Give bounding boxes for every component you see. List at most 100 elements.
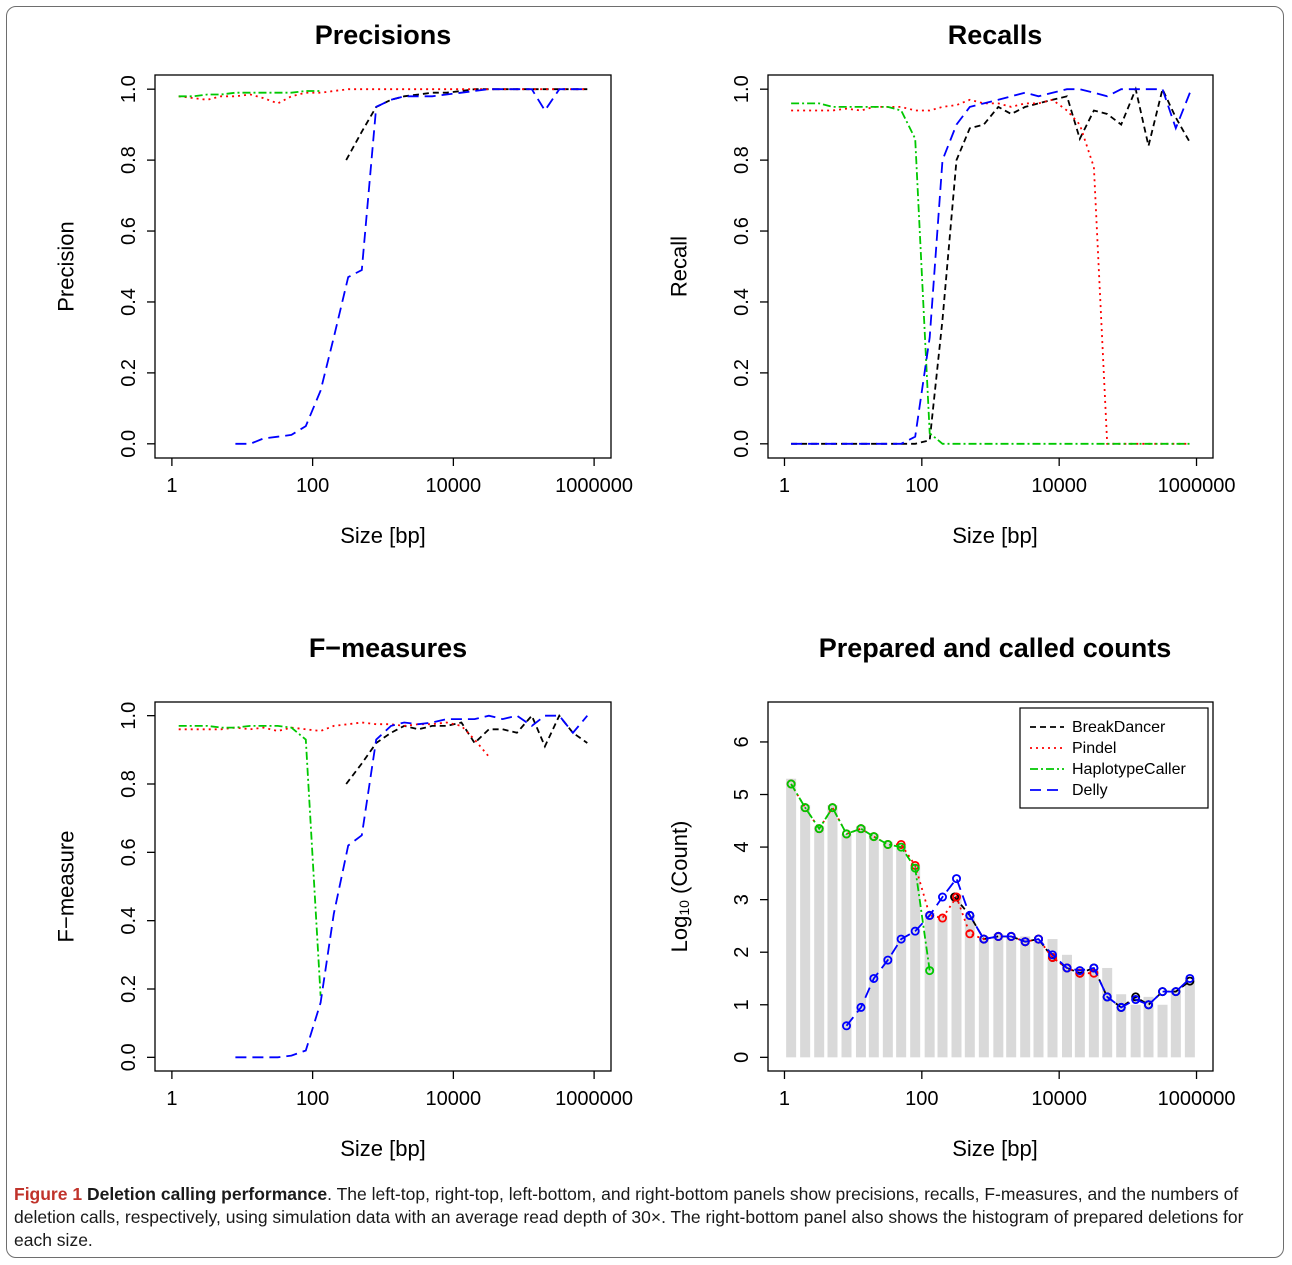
x-axis: 1 100 10000 1000000 bbox=[166, 458, 633, 497]
y-tick-label: 0.4 bbox=[118, 907, 140, 935]
series-point-delly bbox=[1062, 963, 1072, 973]
y-tick-label: 0.2 bbox=[118, 359, 140, 387]
caption-text: . The left-top, right-top, left-bottom, … bbox=[14, 1184, 1244, 1250]
series-point-haplotypecaller bbox=[814, 824, 824, 834]
y-axis-label: F−measure bbox=[54, 831, 79, 943]
series-line-pindel bbox=[178, 721, 490, 758]
y-tick-label: 3 bbox=[731, 894, 753, 905]
y-axis: 0.0 0.2 0.4 0.6 0.8 1.0 bbox=[118, 75, 155, 458]
x-tick-label: 10000 bbox=[426, 475, 482, 497]
series-point-pindel bbox=[952, 892, 962, 902]
series-point-delly bbox=[1158, 987, 1168, 997]
series-point-delly bbox=[841, 1021, 851, 1031]
x-tick-label: 1 bbox=[166, 1088, 177, 1110]
y-tick-label: 1 bbox=[731, 999, 753, 1010]
series-point-pindel bbox=[937, 913, 947, 923]
series-point-delly bbox=[1048, 950, 1058, 960]
x-tick-label: 1000000 bbox=[1158, 1088, 1236, 1110]
series-point-haplotypecaller bbox=[883, 839, 893, 849]
y-tick-label: 0.6 bbox=[731, 217, 753, 245]
caption-label: Figure 1 bbox=[14, 1184, 83, 1204]
series-line-delly bbox=[235, 714, 588, 1059]
x-tick-label: 1000000 bbox=[555, 1088, 633, 1110]
histogram-bar bbox=[855, 826, 866, 1058]
y-axis-label: Log10 (Count) bbox=[667, 821, 693, 953]
y-tick-label: 6 bbox=[731, 736, 753, 747]
series-point-delly bbox=[910, 926, 920, 936]
legend-label-delly: Delly bbox=[1072, 782, 1108, 799]
x-tick-label: 100 bbox=[296, 475, 329, 497]
series-point-haplotypecaller bbox=[910, 863, 920, 873]
series-line-breakdancer bbox=[791, 86, 1191, 445]
x-tick-label: 1 bbox=[166, 475, 177, 497]
histogram-bar bbox=[1157, 1004, 1168, 1058]
y-axis-label-sub: 10 bbox=[676, 900, 692, 916]
series-point-pindel bbox=[965, 929, 975, 939]
series-line-haplotypecaller bbox=[790, 783, 931, 971]
y-axis: 0 1 2 3 4 5 6 bbox=[731, 736, 768, 1063]
series-point-delly bbox=[1089, 963, 1099, 973]
y-tick-label: 0.6 bbox=[118, 217, 140, 245]
y-tick-label: 0.6 bbox=[118, 838, 140, 866]
x-tick-label: 100 bbox=[905, 1088, 938, 1110]
x-tick-label: 1000000 bbox=[1158, 475, 1236, 497]
series-point-delly bbox=[952, 874, 962, 884]
x-axis-label: Size [bp] bbox=[340, 1136, 426, 1161]
histogram-bar bbox=[1006, 936, 1017, 1058]
y-tick-label: 0.0 bbox=[118, 1043, 140, 1071]
series-point-delly bbox=[1075, 966, 1085, 976]
x-axis: 1 100 10000 1000000 bbox=[166, 1071, 633, 1110]
x-axis-label: Size [bp] bbox=[952, 1136, 1038, 1161]
series-point-delly bbox=[937, 892, 947, 902]
histogram-bar bbox=[964, 915, 975, 1058]
series-point-haplotypecaller bbox=[896, 842, 906, 852]
series-line-delly bbox=[845, 876, 1191, 1027]
histogram-bar bbox=[786, 778, 797, 1058]
y-axis: 0.0 0.2 0.4 0.6 0.8 1.0 bbox=[731, 75, 768, 458]
chart-title: Prepared and called counts bbox=[819, 633, 1172, 663]
y-tick-label: 1.0 bbox=[118, 702, 140, 730]
x-axis-label: Size [bp] bbox=[340, 523, 426, 548]
y-tick-label: 0.8 bbox=[731, 146, 753, 174]
histogram-bar bbox=[1020, 936, 1031, 1058]
chart-title: Recalls bbox=[948, 20, 1043, 50]
x-tick-label: 1000000 bbox=[555, 475, 633, 497]
histogram-bar bbox=[993, 933, 1004, 1058]
histogram-bar bbox=[1184, 981, 1195, 1058]
series-point-delly bbox=[993, 931, 1003, 941]
series-point-delly bbox=[1116, 1002, 1126, 1012]
figure-caption: Figure 1 Deletion calling performance. T… bbox=[14, 1183, 1276, 1252]
histogram-bar bbox=[924, 912, 935, 1058]
y-tick-label: 5 bbox=[731, 789, 753, 800]
y-axis: 0.0 0.2 0.4 0.6 0.8 1.0 bbox=[118, 702, 155, 1071]
series-point-haplotypecaller bbox=[856, 824, 866, 834]
histogram-bar bbox=[910, 865, 921, 1058]
y-tick-label: 1.0 bbox=[731, 75, 753, 103]
series-point-delly bbox=[1006, 931, 1016, 941]
histogram-bar bbox=[1130, 1004, 1141, 1058]
series-line-breakdancer bbox=[345, 714, 588, 785]
series-line-pindel bbox=[178, 88, 588, 105]
x-tick-label: 10000 bbox=[426, 1088, 482, 1110]
histogram-bar bbox=[1102, 967, 1113, 1058]
series-line-haplotypecaller bbox=[178, 90, 321, 98]
series-point-haplotypecaller bbox=[786, 779, 796, 789]
histogram-bar bbox=[937, 915, 948, 1058]
y-tick-label: 0.2 bbox=[118, 975, 140, 1003]
histogram-bar bbox=[1088, 970, 1099, 1058]
series-line-pindel bbox=[791, 98, 1190, 445]
chart-title: F−measures bbox=[309, 633, 467, 663]
histogram-bar bbox=[1033, 941, 1044, 1058]
series-point-delly bbox=[1144, 1000, 1154, 1010]
histogram-bar bbox=[882, 841, 893, 1058]
series-point-delly bbox=[1131, 995, 1141, 1005]
x-tick-label: 100 bbox=[905, 475, 938, 497]
y-tick-label: 2 bbox=[731, 947, 753, 958]
series-point-delly bbox=[979, 934, 989, 944]
x-tick-label: 100 bbox=[296, 1088, 329, 1110]
series-point-delly bbox=[1171, 987, 1181, 997]
y-tick-label: 0.8 bbox=[118, 770, 140, 798]
histogram-bar bbox=[896, 844, 907, 1058]
y-axis-label-rest: (Count) bbox=[667, 821, 692, 900]
